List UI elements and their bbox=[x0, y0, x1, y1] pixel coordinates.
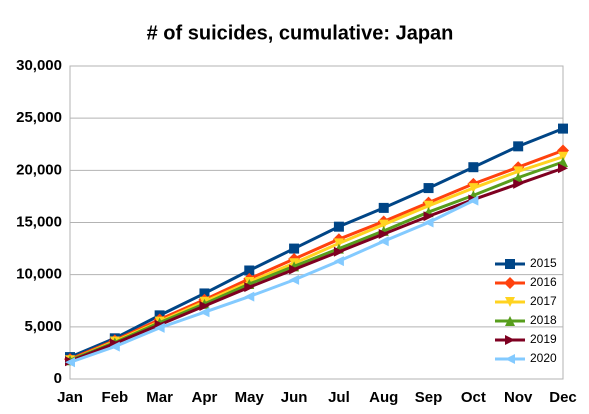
y-tick-label: 20,000 bbox=[16, 161, 62, 178]
legend-label: 2015 bbox=[530, 256, 557, 270]
marker bbox=[505, 316, 515, 326]
marker bbox=[333, 256, 344, 267]
marker bbox=[333, 238, 344, 249]
x-tick-label: Aug bbox=[369, 389, 398, 406]
marker bbox=[558, 163, 568, 174]
series bbox=[65, 163, 568, 367]
marker bbox=[423, 217, 434, 228]
series bbox=[65, 123, 568, 363]
x-tick-label: Mar bbox=[146, 389, 173, 406]
marker bbox=[199, 307, 210, 318]
marker bbox=[378, 236, 389, 247]
x-tick-label: Feb bbox=[101, 389, 128, 406]
marker bbox=[423, 183, 434, 194]
marker bbox=[423, 211, 434, 222]
y-tick-label: 30,000 bbox=[16, 57, 62, 74]
marker bbox=[109, 341, 120, 352]
marker bbox=[513, 178, 524, 189]
y-tick-label: 25,000 bbox=[16, 109, 62, 126]
plot-border bbox=[69, 65, 564, 380]
marker bbox=[558, 151, 568, 162]
legend-label: 2019 bbox=[530, 332, 557, 346]
y-tick-label: 10,000 bbox=[16, 266, 62, 283]
marker bbox=[558, 123, 568, 134]
marker bbox=[289, 243, 300, 254]
x-tick-label: Sep bbox=[415, 389, 443, 406]
marker bbox=[505, 335, 515, 345]
x-tick-label: Dec bbox=[549, 389, 577, 406]
marker bbox=[244, 291, 255, 302]
marker bbox=[468, 162, 479, 173]
legend-label: 2016 bbox=[530, 275, 557, 289]
marker bbox=[65, 357, 75, 368]
legend-label: 2017 bbox=[530, 294, 557, 308]
series-line bbox=[69, 166, 564, 363]
y-tick-label: 5,000 bbox=[24, 318, 62, 335]
x-tick-label: May bbox=[235, 389, 265, 406]
x-tick-label: Oct bbox=[461, 389, 486, 406]
y-tick-label: 15,000 bbox=[16, 213, 62, 230]
marker bbox=[289, 274, 300, 285]
marker bbox=[289, 264, 300, 275]
marker bbox=[505, 297, 515, 307]
marker bbox=[244, 282, 255, 293]
marker bbox=[378, 219, 389, 230]
marker bbox=[504, 277, 516, 289]
marker bbox=[468, 183, 479, 194]
legend-label: 2018 bbox=[530, 313, 557, 327]
series-line bbox=[69, 149, 564, 361]
marker bbox=[505, 259, 515, 269]
marker bbox=[513, 166, 524, 177]
marker bbox=[333, 221, 344, 232]
marker bbox=[378, 202, 389, 213]
legend-label: 2020 bbox=[530, 351, 557, 365]
series-line bbox=[69, 199, 475, 364]
x-tick-label: Nov bbox=[504, 389, 533, 406]
x-tick-label: Jun bbox=[281, 389, 308, 406]
marker bbox=[513, 141, 524, 152]
marker bbox=[154, 322, 165, 333]
marker bbox=[199, 300, 210, 311]
series-line bbox=[69, 127, 564, 359]
marker bbox=[513, 172, 524, 183]
x-tick-label: Jul bbox=[328, 389, 350, 406]
y-tick-label: 0 bbox=[54, 370, 62, 387]
marker bbox=[558, 156, 568, 167]
marker bbox=[505, 354, 515, 364]
series-line bbox=[69, 160, 564, 362]
x-tick-label: Apr bbox=[192, 389, 218, 406]
marker bbox=[468, 195, 479, 206]
marker bbox=[333, 246, 344, 257]
marker bbox=[199, 288, 210, 299]
marker bbox=[423, 200, 434, 211]
marker bbox=[244, 265, 255, 276]
series bbox=[65, 195, 479, 368]
marker bbox=[378, 228, 389, 239]
x-tick-label: Jan bbox=[57, 389, 83, 406]
chart-title: # of suicides, cumulative: Japan bbox=[147, 22, 454, 44]
